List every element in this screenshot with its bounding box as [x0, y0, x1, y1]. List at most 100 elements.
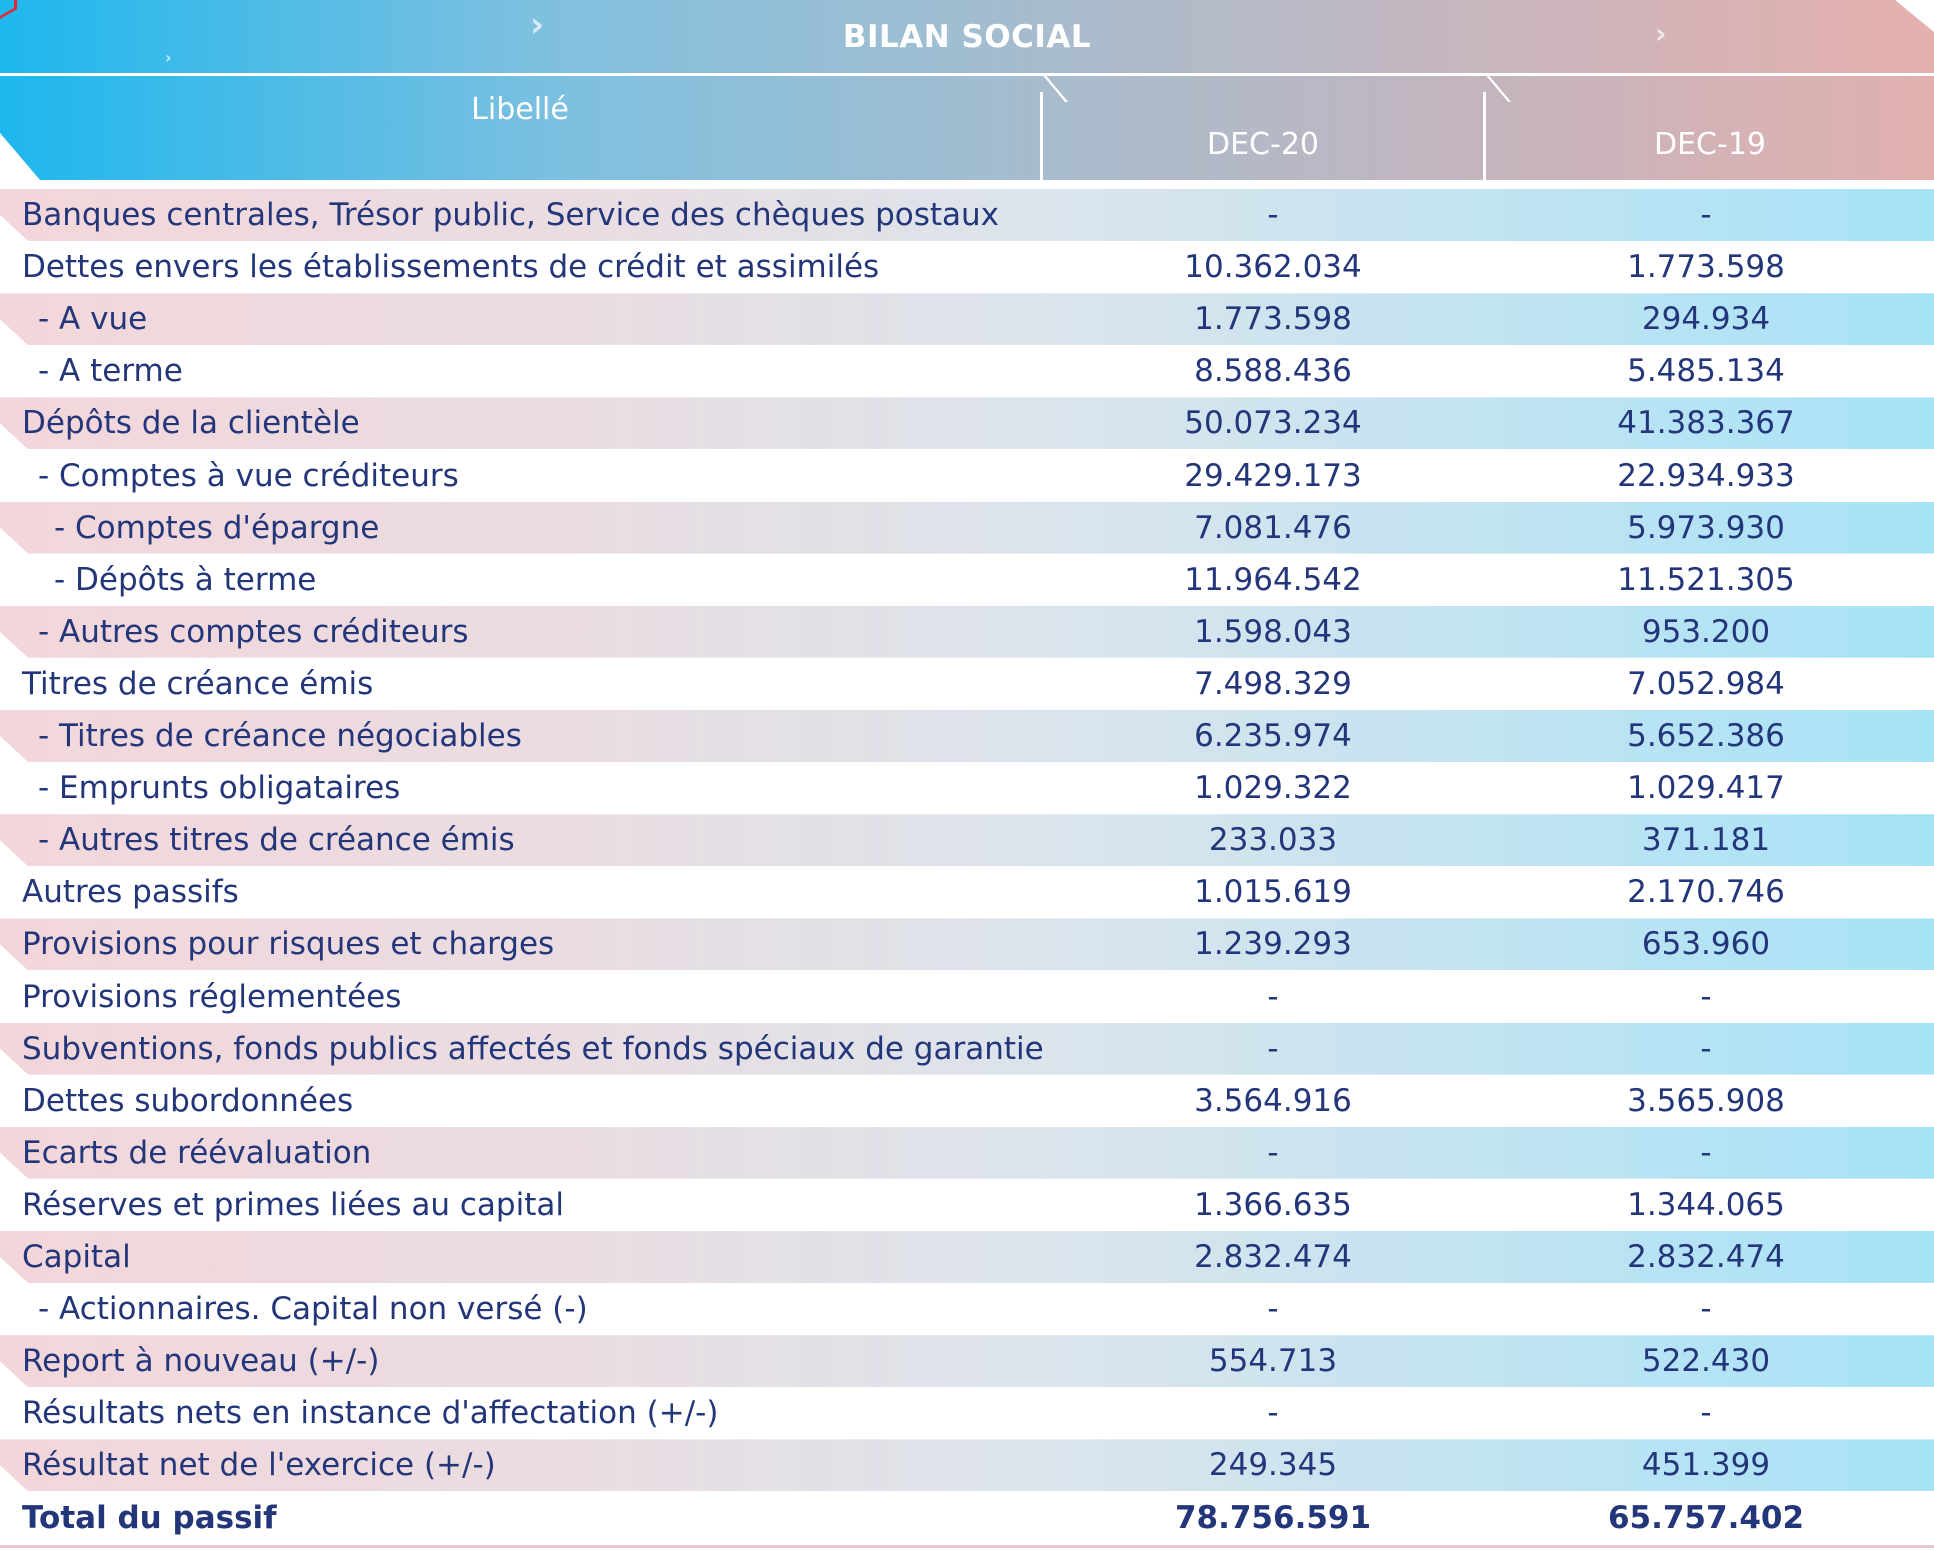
value-dec19: 653.960	[1641, 926, 1771, 963]
value-dec20: 249.345	[1208, 1447, 1338, 1484]
table-row: Banques centrales, Trésor public, Servic…	[0, 189, 1934, 241]
value-dec19: 294.934	[1641, 301, 1771, 338]
row-label: Provisions pour risques et charges	[22, 926, 555, 963]
row-label: - Comptes à vue créditeurs	[38, 457, 459, 494]
row-label: Ecarts de réévaluation	[22, 1134, 372, 1171]
table-row: - Comptes à vue créditeurs 29.429.173 22.9…	[0, 450, 1934, 502]
row-label: Report à nouveau (+/-)	[22, 1343, 380, 1380]
bottom-rule	[0, 1545, 1934, 1548]
table-row: Provisions pour risques et charges 1.239.…	[0, 918, 1934, 971]
value-dec20: 8.588.436	[1194, 353, 1352, 390]
value-dec20: 1.239.293	[1194, 926, 1352, 963]
table-row: - Autres comptes créditeurs 1.598.043 953.…	[0, 605, 1934, 658]
table-row: Réserves et primes liées au capital 1.366…	[0, 1179, 1934, 1231]
value-dec19: -	[1700, 1291, 1712, 1328]
table-row: Dépôts de la clientèle 50.073.234 41.383.3…	[0, 397, 1934, 450]
value-dec20: 233.033	[1208, 822, 1338, 859]
row-label: Subventions, fonds publics affectés et f…	[22, 1030, 1044, 1067]
value-dec19: 11.521.305	[1617, 561, 1795, 598]
value-dec20: -	[1267, 1395, 1279, 1432]
column-divider	[1040, 92, 1043, 180]
row-label: Capital	[22, 1239, 131, 1275]
value-dec20: -	[1267, 978, 1279, 1015]
table-row: - Autres titres de créance émis 233.033 37…	[0, 814, 1934, 867]
chevron-right-icon: ›	[1655, 17, 1667, 50]
row-label: Dépôts de la clientèle	[22, 405, 360, 442]
value-dec19: 1.029.417	[1627, 770, 1785, 807]
row-label: - Dépôts à terme	[54, 561, 317, 598]
row-label: - Emprunts obligataires	[38, 770, 401, 807]
row-label: - Autres titres de créance émis	[38, 822, 515, 859]
value-dec20: 1.015.619	[1194, 874, 1352, 911]
table-row: - Emprunts obligataires 1.029.322 1.029.41…	[0, 762, 1934, 814]
value-dec19: -	[1700, 1134, 1712, 1171]
value-dec20: 1.029.322	[1194, 770, 1352, 807]
row-label: - Titres de créance négociables	[38, 718, 522, 754]
table-row: Report à nouveau (+/-) 554.713 522.430	[0, 1335, 1934, 1388]
value-dec19: 5.485.134	[1627, 353, 1785, 390]
chevron-right-icon: ›	[530, 5, 545, 45]
table-row: Titres de créance émis 7.498.329 7.052.984	[0, 658, 1934, 710]
table-title: BILAN SOCIAL	[842, 18, 1092, 55]
value-dec20: 1.366.635	[1194, 1186, 1352, 1223]
value-dec19: 371.181	[1641, 822, 1771, 859]
table-row: Autres passifs 1.015.619 2.170.746	[0, 866, 1934, 918]
table-row: Capital 2.832.474 2.832.474	[0, 1231, 1934, 1283]
value-dec19: -	[1700, 978, 1712, 1015]
value-dec19: -	[1700, 1395, 1712, 1432]
column-header-dec20: DEC-20	[1206, 126, 1319, 162]
value-dec19: 522.430	[1641, 1343, 1771, 1380]
value-dec20: 50.073.234	[1184, 405, 1362, 442]
total-row: Total du passif 78.756.591 65.757.402	[0, 1492, 1934, 1544]
value-dec20: -	[1267, 1291, 1279, 1328]
value-dec19: 2.832.474	[1627, 1239, 1785, 1275]
table-row: Résultats nets en instance d'affectation…	[0, 1387, 1934, 1439]
chevron-right-icon: ›	[165, 48, 172, 67]
table-row: - Actionnaires. Capital non versé (-) - -	[0, 1283, 1934, 1335]
row-label: Total du passif	[22, 1499, 277, 1536]
table-row: Dettes subordonnées 3.564.916 3.565.908	[0, 1075, 1934, 1127]
value-dec19: 953.200	[1641, 613, 1771, 650]
row-label: Réserves et primes liées au capital	[22, 1186, 564, 1223]
row-label: - Autres comptes créditeurs	[38, 613, 469, 650]
row-label: - Actionnaires. Capital non versé (-)	[38, 1291, 588, 1328]
value-dec20: 7.498.329	[1194, 665, 1352, 702]
table-row: Ecarts de réévaluation - -	[0, 1126, 1934, 1179]
value-dec20: 78.756.591	[1174, 1499, 1372, 1536]
value-dec19: 65.757.402	[1607, 1499, 1805, 1536]
row-label: Autres passifs	[22, 874, 239, 911]
value-dec19: 41.383.367	[1617, 405, 1795, 442]
value-dec19: 3.565.908	[1627, 1082, 1785, 1119]
table-row: - Comptes d'épargne 7.081.476 5.973.930	[0, 501, 1934, 554]
table-row: - Titres de créance négociables 6.235.974…	[0, 710, 1934, 762]
value-dec20: -	[1267, 197, 1279, 233]
column-divider	[1483, 92, 1486, 180]
value-dec20: 554.713	[1208, 1343, 1338, 1380]
value-dec20: 1.598.043	[1194, 613, 1352, 650]
value-dec19: 2.170.746	[1627, 874, 1785, 911]
value-dec19: 1.344.065	[1627, 1186, 1785, 1223]
value-dec20: 2.832.474	[1194, 1239, 1352, 1275]
value-dec19: 5.652.386	[1627, 718, 1785, 754]
row-label: - A terme	[38, 353, 183, 390]
table-row: - A terme 8.588.436 5.485.134	[0, 345, 1934, 397]
row-label: Banques centrales, Trésor public, Servic…	[22, 197, 1000, 233]
title-banner: BILAN SOCIAL	[0, 0, 1934, 73]
row-label: Dettes envers les établissements de créd…	[22, 249, 880, 286]
value-dec19: -	[1700, 197, 1712, 233]
value-dec20: 7.081.476	[1194, 509, 1352, 546]
value-dec20: 29.429.173	[1184, 457, 1362, 494]
value-dec19: 22.934.933	[1617, 457, 1795, 494]
table-row: Résultat net de l'exercice (+/-) 249.345 4…	[0, 1439, 1934, 1492]
value-dec19: 5.973.930	[1627, 509, 1785, 546]
row-label: Résultat net de l'exercice (+/-)	[22, 1447, 496, 1484]
column-header-label: Libellé	[471, 92, 569, 127]
row-label: Dettes subordonnées	[22, 1082, 354, 1119]
table-row: Provisions réglementées - -	[0, 971, 1934, 1023]
column-header-dec19: DEC-19	[1653, 126, 1766, 162]
table-row: - Dépôts à terme 11.964.542 11.521.305	[0, 554, 1934, 606]
table-row: Subventions, fonds publics affectés et f…	[0, 1022, 1934, 1075]
row-label: - Comptes d'épargne	[54, 509, 380, 546]
value-dec20: 11.964.542	[1184, 561, 1362, 598]
